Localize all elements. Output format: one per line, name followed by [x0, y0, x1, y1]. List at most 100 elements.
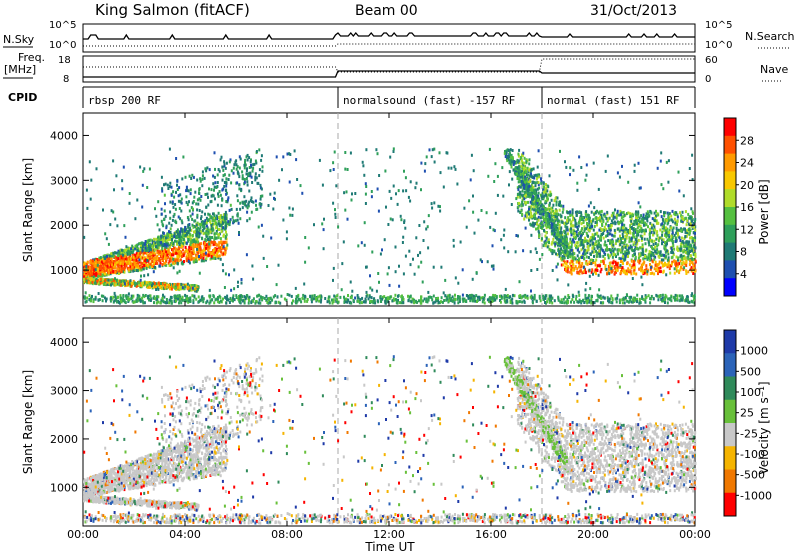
power-cell	[245, 199, 248, 203]
power-cell	[91, 278, 94, 282]
power-cell	[687, 257, 690, 261]
power-cell	[518, 203, 521, 207]
power-cell	[249, 160, 252, 164]
power-cell	[622, 211, 625, 214]
power-cell	[604, 169, 607, 173]
power-cell	[243, 163, 246, 167]
power-cell	[222, 252, 225, 256]
power-cell	[164, 263, 167, 267]
power-cell	[254, 159, 257, 163]
power-cell	[207, 248, 210, 252]
power-cell	[556, 253, 559, 257]
power-cell	[189, 286, 192, 290]
power-cell	[236, 199, 239, 203]
power-cell	[578, 210, 581, 214]
power-cell	[657, 213, 660, 217]
power-cell	[203, 176, 206, 180]
power-cell	[581, 262, 584, 265]
power-cell	[599, 215, 601, 219]
power-cell	[120, 264, 123, 268]
power-cell	[174, 203, 177, 206]
power-cell	[665, 231, 668, 235]
power-cell	[607, 256, 610, 260]
power-cell	[664, 219, 667, 223]
power-cell	[447, 166, 450, 170]
power-cell	[418, 224, 421, 227]
power-cell	[640, 265, 643, 269]
power-cell	[97, 267, 99, 271]
power-cell	[612, 259, 615, 263]
power-cell	[175, 286, 178, 290]
power-cell	[185, 249, 188, 253]
power-cell	[221, 221, 224, 225]
power-cell	[236, 214, 239, 218]
power-cell	[673, 212, 676, 216]
power-cell	[105, 283, 108, 287]
nave-tick-bottom: 0	[705, 74, 711, 85]
power-cell	[610, 243, 613, 247]
power-cell	[694, 255, 697, 259]
power-cell	[623, 244, 626, 248]
power-cell	[188, 288, 191, 292]
power-cell	[528, 191, 531, 195]
power-cell	[550, 220, 553, 224]
power-cell	[322, 247, 325, 251]
power-cell	[155, 256, 158, 260]
power-cell	[591, 236, 594, 239]
power-cell	[534, 192, 536, 196]
power-cell	[171, 283, 174, 286]
power-cell	[504, 150, 506, 153]
power-cell	[579, 237, 582, 240]
power-cell	[207, 237, 209, 241]
power-cell	[575, 235, 577, 239]
power-cell	[140, 241, 143, 245]
power-cell	[100, 260, 103, 264]
power-cell	[108, 278, 111, 282]
power-cell	[176, 240, 178, 244]
power-cell	[137, 269, 139, 273]
power-cell	[148, 285, 151, 289]
power-cell	[210, 216, 213, 219]
power-cell	[107, 260, 110, 264]
power-cell	[630, 246, 633, 250]
power-cell	[525, 213, 528, 217]
power-cell	[192, 175, 195, 179]
power-cell	[538, 212, 541, 216]
power-cell	[103, 279, 106, 283]
power-cell	[176, 228, 179, 232]
power-cell	[559, 231, 562, 235]
power-cell	[624, 230, 627, 234]
power-cell	[676, 245, 679, 249]
power-cell	[506, 159, 509, 163]
power-cell	[169, 259, 172, 263]
power-cell	[237, 172, 240, 176]
power-cell	[604, 215, 607, 219]
power-cell	[564, 224, 567, 228]
power-cell	[212, 222, 214, 226]
power-cell	[118, 261, 121, 264]
power-cell	[533, 176, 536, 180]
nave-trace	[83, 58, 695, 73]
power-cell	[554, 197, 557, 201]
power-cell	[641, 243, 644, 247]
power-cell	[195, 284, 198, 288]
power-cell	[592, 237, 595, 241]
power-cell	[529, 222, 532, 226]
power-cell	[188, 250, 191, 254]
power-cell	[138, 258, 141, 262]
power-cell	[606, 272, 609, 276]
power-cell	[248, 217, 251, 221]
power-cell	[528, 168, 531, 172]
power-cell	[142, 251, 145, 255]
power-cell	[522, 197, 525, 201]
power-cell	[607, 267, 610, 271]
power-cell	[168, 230, 170, 234]
power-cell	[215, 242, 218, 246]
power-cell	[635, 272, 638, 276]
power-cell	[516, 177, 519, 180]
power-cell	[653, 225, 656, 229]
power-cell	[536, 222, 539, 226]
power-cell	[635, 210, 637, 214]
power-cell	[592, 245, 595, 249]
